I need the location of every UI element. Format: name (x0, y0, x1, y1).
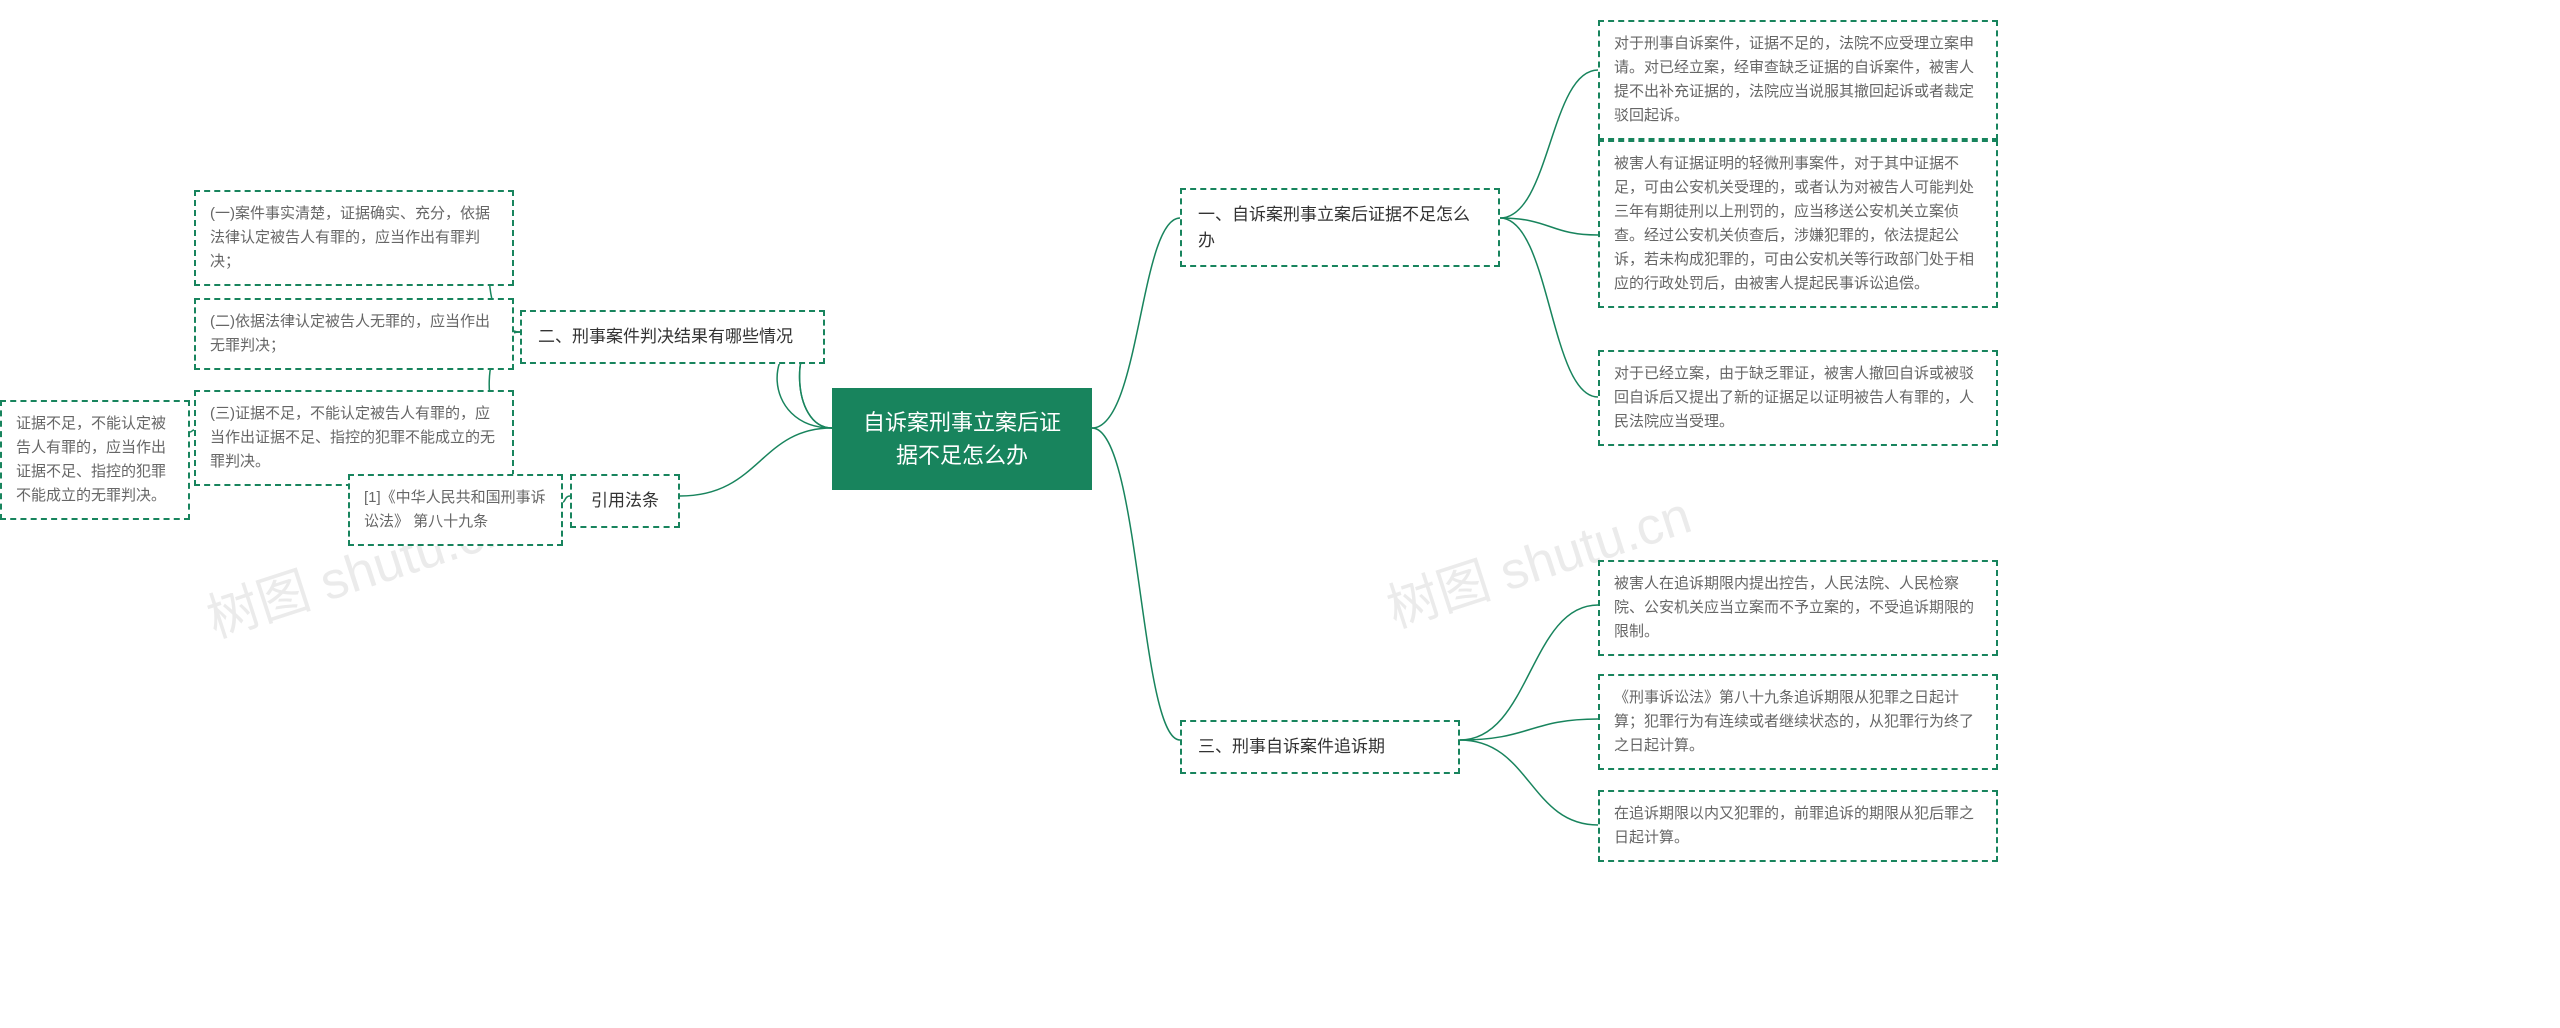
mindmap-root[interactable]: 自诉案刑事立案后证据不足怎么办 (832, 388, 1092, 490)
leaf-text: 对于已经立案，由于缺乏罪证，被害人撤回自诉或被驳回自诉后又提出了新的证据足以证明… (1614, 365, 1974, 430)
leaf-node[interactable]: [1]《中华人民共和国刑事诉讼法》 第八十九条 (348, 474, 563, 546)
leaf-text: (一)案件事实清楚，证据确实、充分，依据法律认定被告人有罪的，应当作出有罪判决； (210, 205, 490, 270)
branch-label: 一、自诉案刑事立案后证据不足怎么办 (1198, 205, 1470, 250)
leaf-text: 被害人有证据证明的轻微刑事案件，对于其中证据不足，可由公安机关受理的，或者认为对… (1614, 155, 1974, 292)
leaf-node[interactable]: 被害人在追诉期限内提出控告，人民法院、人民检察院、公安机关应当立案而不予立案的，… (1598, 560, 1998, 656)
leaf-sub-node[interactable]: 证据不足，不能认定被告人有罪的，应当作出证据不足、指控的犯罪不能成立的无罪判决。 (0, 400, 190, 520)
leaf-text: [1]《中华人民共和国刑事诉讼法》 第八十九条 (364, 489, 546, 530)
leaf-text: 证据不足，不能认定被告人有罪的，应当作出证据不足、指控的犯罪不能成立的无罪判决。 (16, 415, 166, 504)
leaf-text: 被害人在追诉期限内提出控告，人民法院、人民检察院、公安机关应当立案而不予立案的，… (1614, 575, 1974, 640)
leaf-node[interactable]: (二)依据法律认定被告人无罪的，应当作出无罪判决； (194, 298, 514, 370)
root-title: 自诉案刑事立案后证据不足怎么办 (863, 410, 1061, 468)
leaf-text: 在追诉期限以内又犯罪的，前罪追诉的期限从犯后罪之日起计算。 (1614, 805, 1974, 846)
branch-label: 二、刑事案件判决结果有哪些情况 (538, 327, 793, 346)
leaf-node[interactable]: 《刑事诉讼法》第八十九条追诉期限从犯罪之日起计算；犯罪行为有连续或者继续状态的，… (1598, 674, 1998, 770)
leaf-node[interactable]: 对于刑事自诉案件，证据不足的，法院不应受理立案申请。对已经立案，经审查缺乏证据的… (1598, 20, 1998, 140)
branch-label: 引用法条 (591, 491, 659, 510)
leaf-text: 对于刑事自诉案件，证据不足的，法院不应受理立案申请。对已经立案，经审查缺乏证据的… (1614, 35, 1974, 124)
branch-label: 三、刑事自诉案件追诉期 (1198, 737, 1385, 756)
leaf-node[interactable]: (一)案件事实清楚，证据确实、充分，依据法律认定被告人有罪的，应当作出有罪判决； (194, 190, 514, 286)
branch-section-1[interactable]: 一、自诉案刑事立案后证据不足怎么办 (1180, 188, 1500, 267)
leaf-node[interactable]: 对于已经立案，由于缺乏罪证，被害人撤回自诉或被驳回自诉后又提出了新的证据足以证明… (1598, 350, 1998, 446)
leaf-node[interactable]: 被害人有证据证明的轻微刑事案件，对于其中证据不足，可由公安机关受理的，或者认为对… (1598, 140, 1998, 308)
leaf-text: (二)依据法律认定被告人无罪的，应当作出无罪判决； (210, 313, 490, 354)
leaf-text: 《刑事诉讼法》第八十九条追诉期限从犯罪之日起计算；犯罪行为有连续或者继续状态的，… (1614, 689, 1974, 754)
branch-section-3[interactable]: 三、刑事自诉案件追诉期 (1180, 720, 1460, 774)
leaf-node[interactable]: 在追诉期限以内又犯罪的，前罪追诉的期限从犯后罪之日起计算。 (1598, 790, 1998, 862)
leaf-text: (三)证据不足，不能认定被告人有罪的，应当作出证据不足、指控的犯罪不能成立的无罪… (210, 405, 495, 470)
branch-section-2[interactable]: 二、刑事案件判决结果有哪些情况 (520, 310, 825, 364)
branch-citation[interactable]: 引用法条 (570, 474, 680, 528)
leaf-node[interactable]: (三)证据不足，不能认定被告人有罪的，应当作出证据不足、指控的犯罪不能成立的无罪… (194, 390, 514, 486)
